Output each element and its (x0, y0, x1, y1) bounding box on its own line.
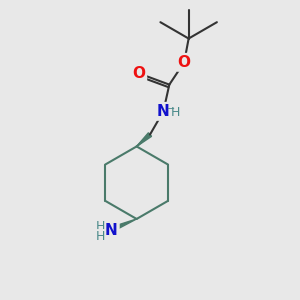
Text: H: H (95, 220, 105, 233)
Text: −: − (167, 104, 175, 114)
Text: H: H (171, 106, 180, 119)
Text: H: H (95, 230, 105, 243)
Polygon shape (107, 219, 136, 233)
Text: O: O (178, 55, 191, 70)
Text: O: O (132, 65, 145, 80)
Text: N: N (105, 223, 118, 238)
Text: N: N (157, 104, 170, 119)
Polygon shape (136, 133, 152, 146)
